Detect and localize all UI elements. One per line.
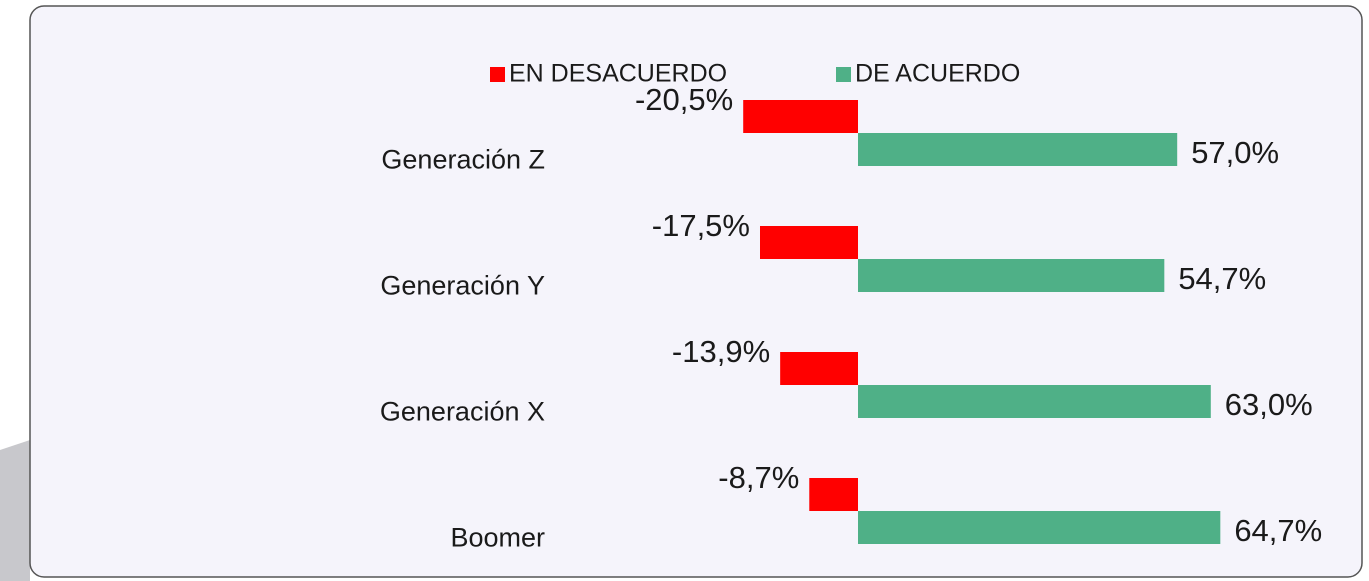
category-label: Generación Z bbox=[381, 145, 545, 175]
bar bbox=[760, 226, 858, 259]
value-label: 54,7% bbox=[1178, 261, 1266, 296]
legend-swatch bbox=[836, 67, 851, 82]
category-label: Generación Y bbox=[380, 271, 545, 301]
category-label: Boomer bbox=[450, 523, 545, 553]
bar bbox=[780, 352, 858, 385]
bar bbox=[858, 259, 1165, 292]
legend-label: DE ACUERDO bbox=[855, 60, 1020, 88]
bar bbox=[809, 478, 858, 511]
value-label: 64,7% bbox=[1234, 513, 1322, 548]
legend-label: EN DESACUERDO bbox=[509, 60, 727, 88]
value-label: 57,0% bbox=[1191, 135, 1279, 170]
bar bbox=[858, 511, 1221, 544]
value-label: -20,5% bbox=[635, 82, 733, 117]
bar bbox=[858, 385, 1211, 418]
bar bbox=[858, 133, 1178, 166]
value-label: 63,0% bbox=[1225, 387, 1313, 422]
shadow bbox=[0, 440, 30, 581]
value-label: -13,9% bbox=[672, 334, 770, 369]
value-label: -17,5% bbox=[652, 208, 750, 243]
bar bbox=[743, 100, 858, 133]
legend-swatch bbox=[490, 67, 505, 82]
category-label: Generación X bbox=[380, 397, 545, 427]
value-label: -8,7% bbox=[718, 460, 799, 495]
